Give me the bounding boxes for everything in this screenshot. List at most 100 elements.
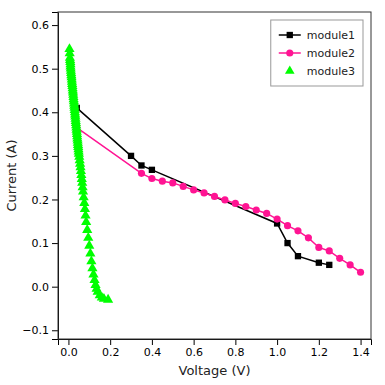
legend-item: module1	[279, 29, 355, 42]
point	[169, 179, 176, 186]
point	[232, 200, 239, 207]
legend-box	[271, 20, 363, 86]
chart: 0.00.20.40.60.81.01.21.4−0.10.00.10.20.3…	[0, 0, 385, 385]
tick-label: 0.6	[185, 346, 203, 359]
tick: 0.2	[102, 339, 120, 359]
tick: 0.6	[32, 19, 59, 32]
point	[190, 186, 197, 193]
point	[148, 175, 155, 182]
tick-mark	[52, 69, 58, 70]
point	[295, 253, 301, 259]
series	[73, 124, 364, 276]
tick-label: −0.1	[22, 324, 49, 337]
point	[221, 196, 228, 203]
tick-label: 0.3	[32, 150, 50, 163]
tick-label: 1.0	[269, 346, 287, 359]
point	[274, 216, 281, 223]
tick-label: 0.0	[60, 346, 78, 359]
plot-area: 0.00.20.40.60.81.01.21.4−0.10.00.10.20.3…	[22, 12, 371, 359]
legend-label: module3	[307, 65, 355, 78]
tick: −0.1	[22, 324, 58, 337]
tick-label: 0.2	[102, 346, 120, 359]
tick: 0.1	[32, 237, 59, 250]
x-axis-title: Voltage (V)	[179, 363, 251, 378]
point	[87, 262, 97, 271]
point	[347, 261, 354, 268]
point	[253, 206, 260, 213]
tick-label: 0.4	[32, 106, 50, 119]
tick-mark	[277, 339, 278, 345]
tick-mark	[110, 339, 111, 345]
series-line	[77, 128, 361, 273]
tick: 1.2	[311, 339, 329, 359]
tick-mark	[52, 287, 58, 288]
series	[74, 105, 333, 268]
tick-mark	[52, 243, 58, 244]
point	[149, 167, 155, 173]
tick-mark	[52, 330, 58, 331]
point	[80, 210, 90, 219]
y-axis-title: Current (A)	[4, 140, 19, 212]
tick: 0.0	[32, 281, 59, 294]
legend-item: module2	[279, 47, 355, 60]
point	[242, 203, 249, 210]
point	[294, 227, 301, 234]
point	[315, 244, 322, 251]
tick-mark	[52, 25, 58, 26]
tick-label: 0.6	[32, 19, 50, 32]
tick: 0.3	[32, 150, 59, 163]
point	[284, 240, 290, 246]
tick-mark	[152, 339, 153, 345]
series	[64, 43, 113, 303]
point	[82, 224, 92, 233]
tick-mark	[68, 339, 69, 345]
tick-label: 0.0	[32, 281, 50, 294]
tick: 0.4	[144, 339, 162, 359]
point	[211, 193, 218, 200]
tick: 0.5	[32, 63, 59, 76]
tick-label: 0.4	[144, 346, 162, 359]
legend-marker	[286, 49, 293, 56]
tick-label: 0.1	[32, 237, 50, 250]
tick-label: 1.4	[352, 346, 370, 359]
point	[86, 256, 96, 265]
point	[81, 216, 91, 225]
y-axis: −0.1 0.0 0.1 0.2 0.3 0.4 0.5 0.6	[22, 13, 58, 340]
point	[180, 183, 187, 190]
tick: 1.4	[352, 339, 370, 359]
legend-label: module1	[307, 29, 355, 42]
tick-mark	[361, 339, 362, 345]
point	[80, 203, 90, 212]
legend-marker	[287, 32, 293, 38]
tick: 0.0	[60, 339, 78, 359]
tick: 0.6	[185, 339, 203, 359]
tick-label: 0.2	[32, 194, 50, 207]
point	[326, 262, 332, 268]
tick: 0.2	[32, 194, 59, 207]
tick-label: 1.2	[311, 346, 329, 359]
series-line	[77, 108, 329, 265]
legend-item: module3	[285, 65, 355, 78]
tick: 1.0	[269, 339, 287, 359]
axis-line	[59, 340, 372, 346]
legend-label: module2	[307, 47, 355, 60]
point	[336, 255, 343, 262]
point	[85, 248, 95, 257]
point	[103, 294, 113, 303]
tick: 0.4	[32, 106, 59, 119]
tick-mark	[194, 339, 195, 345]
point	[316, 260, 322, 266]
tick-mark	[52, 199, 58, 200]
tick-mark	[319, 339, 320, 345]
point	[159, 178, 166, 185]
point	[305, 234, 312, 241]
tick-mark	[52, 112, 58, 113]
point	[128, 153, 134, 159]
point	[326, 247, 333, 254]
point	[263, 210, 270, 217]
tick-mark	[52, 156, 58, 157]
point	[284, 222, 291, 229]
point	[138, 162, 144, 168]
x-axis: 0.00.20.40.60.81.01.21.4	[59, 339, 372, 359]
point	[200, 189, 207, 196]
